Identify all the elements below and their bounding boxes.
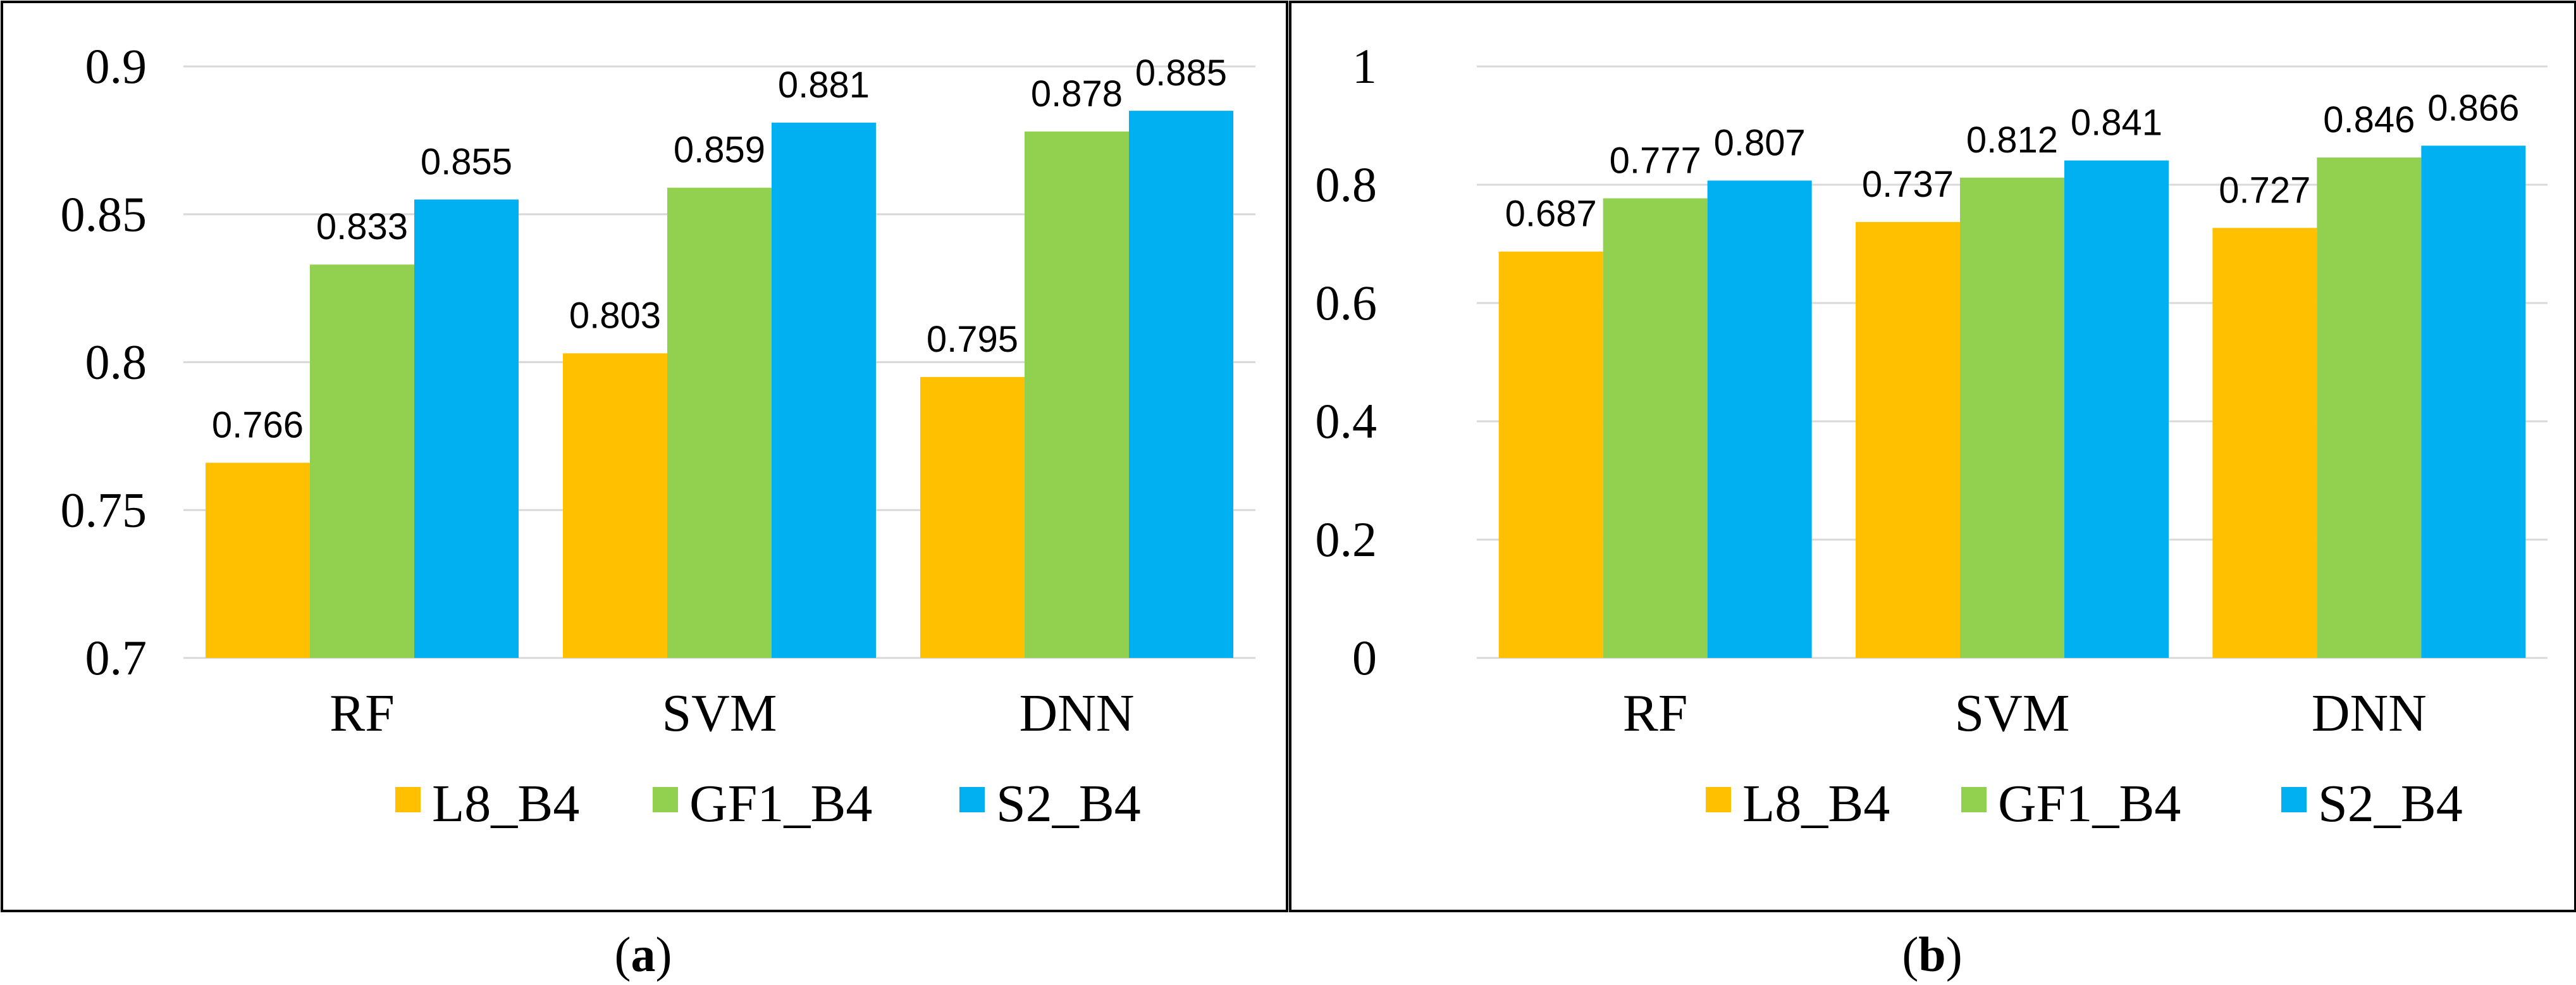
x-tick-label: RF (330, 684, 395, 743)
legend-swatch-GF1_B4 (1961, 787, 1987, 812)
bar-L8_B4-SVM (563, 353, 667, 658)
legend-swatch-S2_B4 (2281, 787, 2307, 812)
data-label: 0.881 (778, 65, 870, 106)
data-label: 0.878 (1031, 73, 1123, 115)
data-label: 0.777 (1610, 140, 1701, 182)
data-label: 0.803 (569, 295, 661, 336)
data-label: 0.833 (316, 206, 408, 247)
bar-GF1_B4-DNN (1025, 131, 1129, 659)
bar-GF1_B4-RF (310, 264, 414, 659)
caption-close: ) (656, 927, 672, 982)
bar-S2_B4-SVM (2064, 160, 2169, 659)
legend-swatch-GF1_B4 (653, 787, 678, 812)
panel-caption: (b) (1902, 927, 1962, 982)
panel-frame (1, 1, 1288, 912)
panel-frame (1289, 1, 2576, 912)
chart-panel-b: 0 0.2 0.4 0.6 0.8 1 0.687 0.777 0.807 RF 0.737 0.81… (1289, 1, 2576, 982)
bar-GF1_B4-SVM (667, 187, 772, 658)
data-label: 0.885 (1135, 53, 1227, 94)
data-label: 0.812 (1966, 120, 2058, 161)
caption-letter: a (631, 927, 656, 982)
legend-swatch-S2_B4 (959, 787, 985, 812)
y-tick-label: 0.85 (61, 187, 147, 242)
legend-label: L8_B4 (432, 774, 579, 833)
x-tick-label: DNN (1020, 684, 1135, 743)
legend-label: GF1_B4 (1998, 774, 2181, 833)
legend-swatch-L8_B4 (1706, 787, 1731, 812)
data-label: 0.807 (1714, 122, 1806, 163)
data-label: 0.687 (1505, 194, 1597, 235)
chart-panel-a: 0.7 0.75 0.8 0.85 0.9 0.766 0.833 0.855 RF 0.803 0… (1, 1, 1288, 982)
legend-label: S2_B4 (996, 774, 1141, 833)
bar-S2_B4-DNN (1129, 111, 1233, 658)
bar-L8_B4-RF (1498, 251, 1603, 658)
legend-swatch-L8_B4 (395, 787, 421, 812)
panel-caption: (a) (615, 927, 672, 982)
caption-letter: b (1918, 927, 1945, 982)
data-label: 0.866 (2427, 87, 2519, 128)
x-tick-label: DNN (2312, 684, 2427, 743)
y-tick-label: 0.7 (85, 630, 147, 685)
caption-close: ) (1946, 927, 1963, 982)
bar-L8_B4-DNN (2212, 228, 2317, 658)
y-tick-label: 0.9 (85, 39, 147, 94)
bar-GF1_B4-SVM (1960, 177, 2064, 658)
bar-L8_B4-DNN (920, 376, 1025, 658)
legend-label: S2_B4 (2318, 774, 2463, 833)
legend-label: L8_B4 (1742, 774, 1890, 833)
y-tick-label: 0.75 (61, 482, 147, 537)
bar-L8_B4-RF (206, 462, 310, 658)
data-label: 0.766 (212, 404, 304, 445)
x-tick-label: SVM (1954, 684, 2069, 743)
y-tick-label: 0.4 (1316, 393, 1377, 449)
bar-S2_B4-SVM (772, 122, 876, 658)
data-label: 0.859 (674, 130, 765, 171)
data-label: 0.841 (2071, 102, 2162, 144)
caption-open: ( (615, 927, 631, 982)
y-tick-label: 0.6 (1316, 275, 1377, 330)
caption-open: ( (1902, 927, 1918, 982)
x-tick-label: SVM (662, 684, 777, 743)
y-tick-label: 0.8 (1316, 157, 1377, 212)
bar-S2_B4-RF (414, 199, 519, 658)
x-tick-label: RF (1623, 684, 1688, 743)
bar-GF1_B4-DNN (2317, 157, 2422, 659)
y-tick-label: 0.2 (1316, 512, 1377, 567)
legend-label: GF1_B4 (689, 774, 872, 833)
bar-S2_B4-DNN (2421, 146, 2526, 659)
bar-S2_B4-RF (1707, 180, 1812, 659)
bar-L8_B4-SVM (1856, 221, 1960, 658)
y-tick-label: 0.8 (85, 335, 147, 390)
y-tick-label: 0 (1352, 630, 1377, 685)
bar-GF1_B4-RF (1603, 198, 1708, 658)
data-label: 0.855 (421, 141, 512, 182)
data-label: 0.846 (2323, 99, 2415, 140)
data-label: 0.737 (1862, 164, 1954, 205)
data-label: 0.727 (2219, 170, 2310, 211)
data-label: 0.795 (927, 319, 1018, 360)
y-tick-label: 1 (1352, 39, 1377, 94)
